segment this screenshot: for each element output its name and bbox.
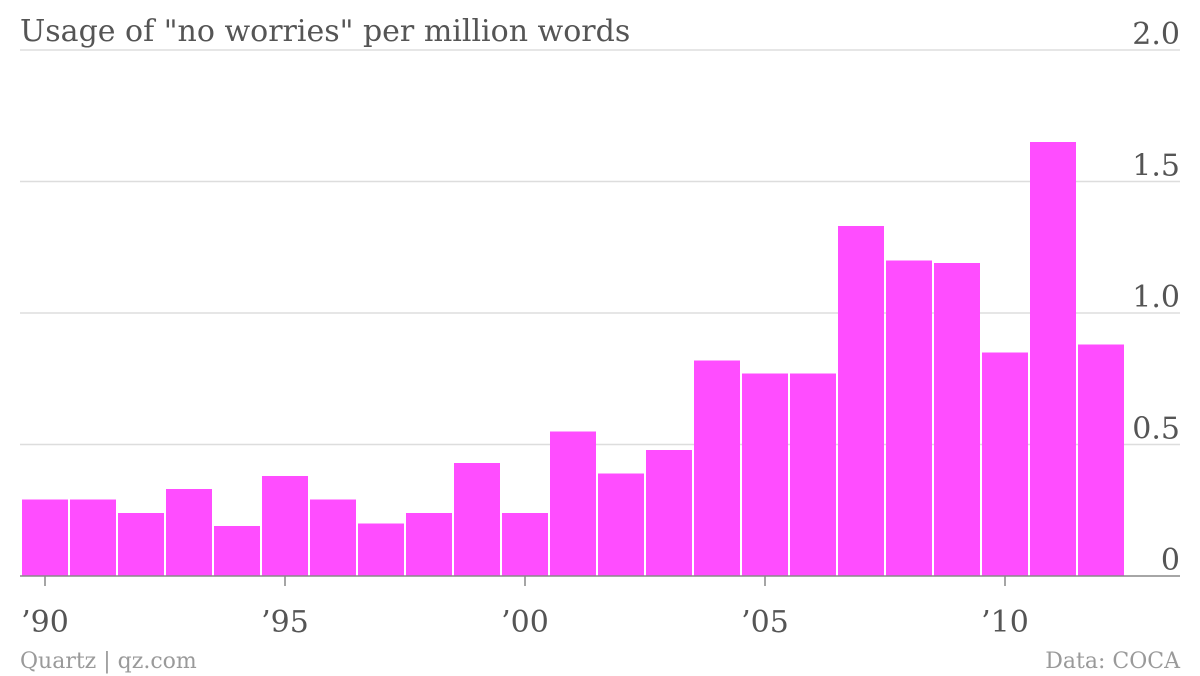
x-tick-label: ’00 <box>501 605 549 640</box>
bar-1990 <box>22 499 68 576</box>
bar-2008 <box>886 260 932 576</box>
x-tick-label: ’95 <box>261 605 309 640</box>
bar-2003 <box>646 449 692 576</box>
bar-2000 <box>502 512 548 576</box>
bar-2009 <box>934 263 980 576</box>
bar-2004 <box>694 360 740 576</box>
bar-1995 <box>262 476 308 576</box>
bar-1996 <box>310 499 356 576</box>
x-tick-label: ’90 <box>21 605 69 640</box>
bar-2007 <box>838 226 884 576</box>
x-tick-label: ’10 <box>981 605 1029 640</box>
x-axis: ’90 ’95 ’00 ’05 ’10 <box>21 576 1029 640</box>
y-tick-label: 2.0 <box>1132 17 1180 52</box>
y-tick-label: 0.5 <box>1132 412 1180 447</box>
footer-credit: Quartz | qz.com <box>20 649 197 674</box>
bar-1999 <box>454 462 500 576</box>
bars <box>22 142 1124 577</box>
bar-2002 <box>598 473 644 576</box>
y-axis: 0 0.5 1.0 1.5 2.0 <box>1132 17 1180 578</box>
chart-title: Usage of "no worries" per million words <box>20 14 630 49</box>
bar-1994 <box>214 526 260 576</box>
bar-1992 <box>118 512 164 576</box>
y-tick-label: 1.5 <box>1132 149 1180 184</box>
y-tick-label: 1.0 <box>1132 280 1180 315</box>
y-tick-label: 0 <box>1161 543 1180 578</box>
footer-source: Data: COCA <box>1045 649 1181 674</box>
bar-2006 <box>790 373 836 576</box>
bar-1998 <box>406 512 452 576</box>
bar-1991 <box>70 499 116 576</box>
bar-2010 <box>982 352 1028 576</box>
bar-2011 <box>1030 142 1076 577</box>
bar-2012 <box>1078 344 1124 576</box>
x-tick-label: ’05 <box>741 605 789 640</box>
bar-1993 <box>166 489 212 576</box>
bar-2005 <box>742 373 788 576</box>
bar-2001 <box>550 431 596 576</box>
bar-1997 <box>358 523 404 576</box>
